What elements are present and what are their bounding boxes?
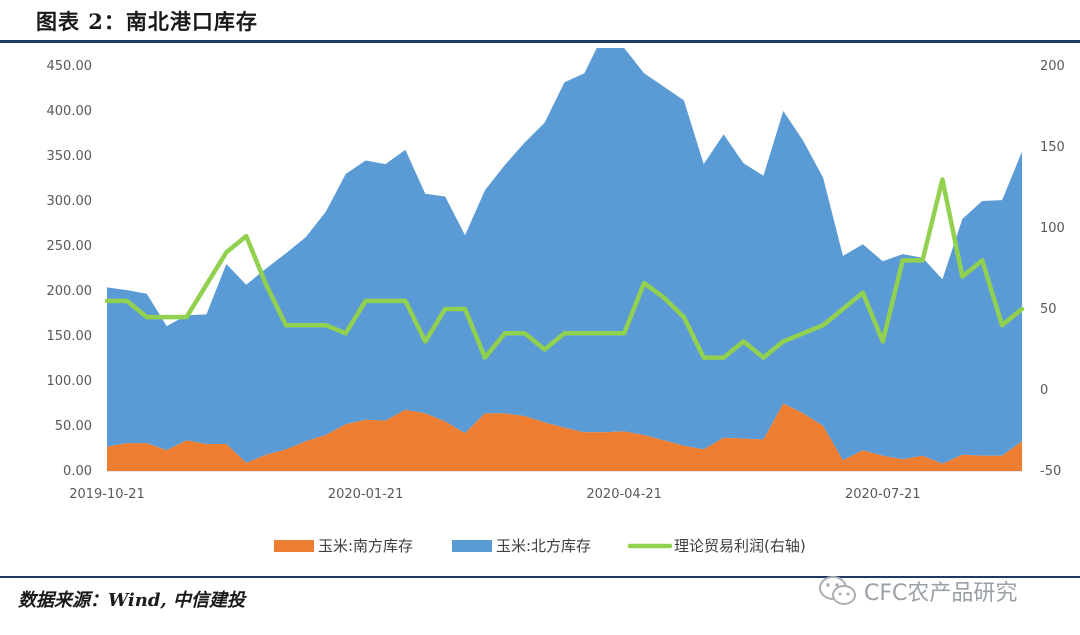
y-left-tick-label: 250.00 — [47, 239, 93, 254]
legend: 玉米:南方库存 玉米:北方库存 理论贸易利润(右轴) — [274, 537, 806, 555]
chart: 0.00 50.00 100.00 150.00 200.00 250.00 300.00 3… — [47, 48, 1065, 555]
line-series-group — [104, 177, 1025, 360]
y-right-tick-label: 0 — [1040, 383, 1048, 398]
series-south-stock-area — [107, 403, 1022, 471]
y-right-tick-label: 100 — [1040, 221, 1065, 236]
y-left-tick-label: 0.00 — [63, 464, 92, 479]
legend-item-north-stock: 玉米:北方库存 — [452, 537, 591, 555]
x-tick-label: 2020-01-21 — [328, 487, 404, 502]
watermark: CFC农产品研究 — [818, 574, 1017, 608]
legend-swatch — [274, 540, 314, 552]
wechat-icon — [819, 576, 856, 605]
data-source-note: 数据来源：Wind, 中信建投 — [18, 590, 245, 611]
legend-item-trade-profit: 理论贸易利润(右轴) — [627, 537, 806, 555]
watermark-text: CFC农产品研究 — [864, 581, 1018, 606]
y-left-tick-label: 150.00 — [47, 329, 93, 344]
y-right-tick-label: 150 — [1040, 140, 1065, 155]
y-left-tick-label: 50.00 — [55, 419, 92, 434]
y-right-tick-label: 50 — [1040, 302, 1057, 317]
y-left-tick-label: 100.00 — [47, 374, 93, 389]
header-divider — [0, 40, 1080, 43]
x-tick-label: 2019-10-21 — [69, 487, 145, 502]
legend-item-south-stock: 玉米:南方库存 — [274, 537, 413, 555]
legend-label: 玉米:南方库存 — [318, 537, 413, 555]
axes: 0.00 50.00 100.00 150.00 200.00 250.00 300.00 3… — [47, 59, 1065, 502]
area-series-group — [107, 48, 1022, 471]
x-tick-label: 2020-07-21 — [845, 487, 921, 502]
y-left-tick-label: 200.00 — [47, 284, 93, 299]
footer-divider — [0, 576, 1080, 578]
chart-title: 图表 2：南北港口库存 — [36, 9, 258, 34]
y-left-tick-label: 300.00 — [47, 194, 93, 209]
y-right-tick-label: -50 — [1040, 464, 1061, 479]
legend-swatch — [452, 540, 492, 552]
series-trade-profit-line — [104, 177, 1025, 360]
y-left-tick-label: 400.00 — [47, 104, 93, 119]
x-tick-label: 2020-04-21 — [586, 487, 662, 502]
legend-label: 玉米:北方库存 — [496, 537, 591, 555]
legend-label: 理论贸易利润(右轴) — [674, 537, 806, 555]
series-north-stock-area — [107, 48, 1022, 464]
y-right-tick-label: 200 — [1040, 59, 1065, 74]
y-left-tick-label: 350.00 — [47, 149, 93, 164]
y-left-tick-label: 450.00 — [47, 59, 93, 74]
